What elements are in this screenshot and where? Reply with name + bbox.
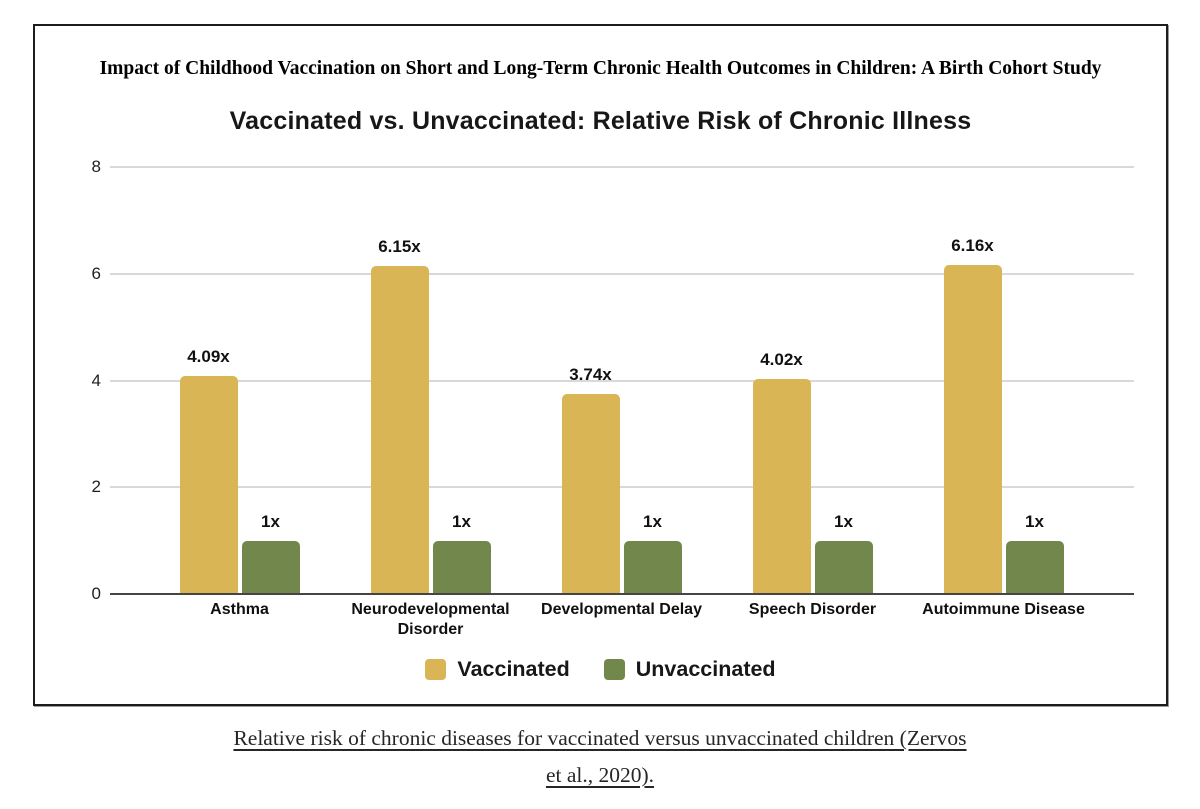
legend: Vaccinated Unvaccinated (35, 657, 1166, 682)
bar-group: 3.74x 1x (526, 167, 717, 594)
chart-title: Vaccinated vs. Unvaccinated: Relative Ri… (229, 107, 972, 135)
bar-groups: 4.09x 1x 6.15x 1x 3.74x 1x 4.02x 1x 6.16x 1x (144, 167, 1099, 594)
vaccinated-swatch-icon (425, 659, 447, 680)
legend-label: Vaccinated (457, 657, 570, 681)
y-axis: 0 2 4 6 8 (35, 157, 101, 603)
bar-group: 4.09x 1x (144, 167, 335, 594)
unvaccinated-swatch-icon (603, 659, 625, 680)
bar-wrap: 6.15x (370, 236, 429, 594)
legend-item-unvaccinated: Unvaccinated (603, 657, 776, 682)
bar-value-label: 4.02x (760, 350, 803, 370)
legend-item-vaccinated: Vaccinated (425, 657, 570, 682)
y-tick-label-6: 6 (91, 263, 101, 283)
y-tick-label-0: 0 (91, 584, 101, 603)
y-tick-label-8: 8 (91, 157, 101, 176)
gridline-8 (110, 166, 1134, 168)
gridline-6 (110, 272, 1134, 275)
y-tick-label-4: 4 (91, 370, 101, 390)
caption-link[interactable]: et al., 2020). (545, 763, 655, 787)
study-title: Impact of Childhood Vaccination on Short… (99, 58, 1102, 79)
bar-group: 6.16x 1x (908, 167, 1099, 594)
bar-wrap: 1x (1005, 511, 1064, 594)
bar-value-label: 4.09x (187, 346, 230, 366)
x-category-label: Asthma (210, 601, 269, 618)
bar-value-label: 1x (261, 511, 280, 531)
bar-wrap: 4.02x (752, 350, 811, 594)
bar-vaccinated (943, 265, 1002, 594)
x-axis-baseline (110, 593, 1134, 595)
bar-wrap: 1x (432, 511, 491, 594)
x-category-label: Autoimmune Disease (922, 601, 1085, 618)
bar-value-label: 1x (452, 511, 471, 531)
bar-value-label: 1x (834, 511, 853, 531)
bar-wrap: 1x (814, 511, 873, 594)
figure-caption: Relative risk of chronic diseases for va… (0, 720, 1200, 794)
bar-vaccinated (370, 265, 429, 594)
bar-group: 4.02x 1x (717, 167, 908, 594)
gridline-2 (110, 486, 1134, 489)
bar-wrap: 1x (241, 511, 300, 594)
x-axis-labels: Asthma Neurodevelopmental Disorder Develop… (110, 600, 1134, 640)
bar-group: 6.15x 1x (335, 167, 526, 594)
bar-vaccinated (752, 379, 811, 594)
caption-link[interactable]: Relative risk of chronic diseases for va… (233, 726, 967, 750)
bar-unvaccinated (432, 540, 491, 594)
bar-value-label: 6.15x (378, 236, 421, 256)
bar-unvaccinated (241, 540, 300, 594)
x-category-label: Speech Disorder (748, 601, 877, 618)
bar-wrap: 1x (623, 511, 682, 594)
figure-box: Impact of Childhood Vaccination on Short… (33, 24, 1168, 706)
bar-value-label: 3.74x (569, 365, 612, 385)
bar-wrap: 6.16x (943, 236, 1002, 594)
bar-wrap: 3.74x (561, 365, 620, 594)
bar-unvaccinated (1005, 540, 1064, 594)
bar-unvaccinated (623, 540, 682, 594)
legend-label: Unvaccinated (635, 657, 776, 681)
bar-value-label: 1x (1025, 511, 1044, 531)
y-tick-label-2: 2 (91, 477, 101, 497)
plot-area: 4.09x 1x 6.15x 1x 3.74x 1x 4.02x 1x 6.16x 1x (110, 166, 1134, 595)
bar-vaccinated (561, 394, 620, 594)
bar-value-label: 1x (643, 511, 662, 531)
gridline-4 (110, 379, 1134, 382)
x-category-label: Neurodevelopmental Disorder (351, 601, 510, 638)
bar-unvaccinated (814, 540, 873, 594)
bar-wrap: 4.09x (179, 346, 238, 594)
x-category-label: Developmental Delay (541, 601, 702, 618)
bar-vaccinated (179, 375, 238, 594)
bar-value-label: 6.16x (951, 236, 994, 256)
